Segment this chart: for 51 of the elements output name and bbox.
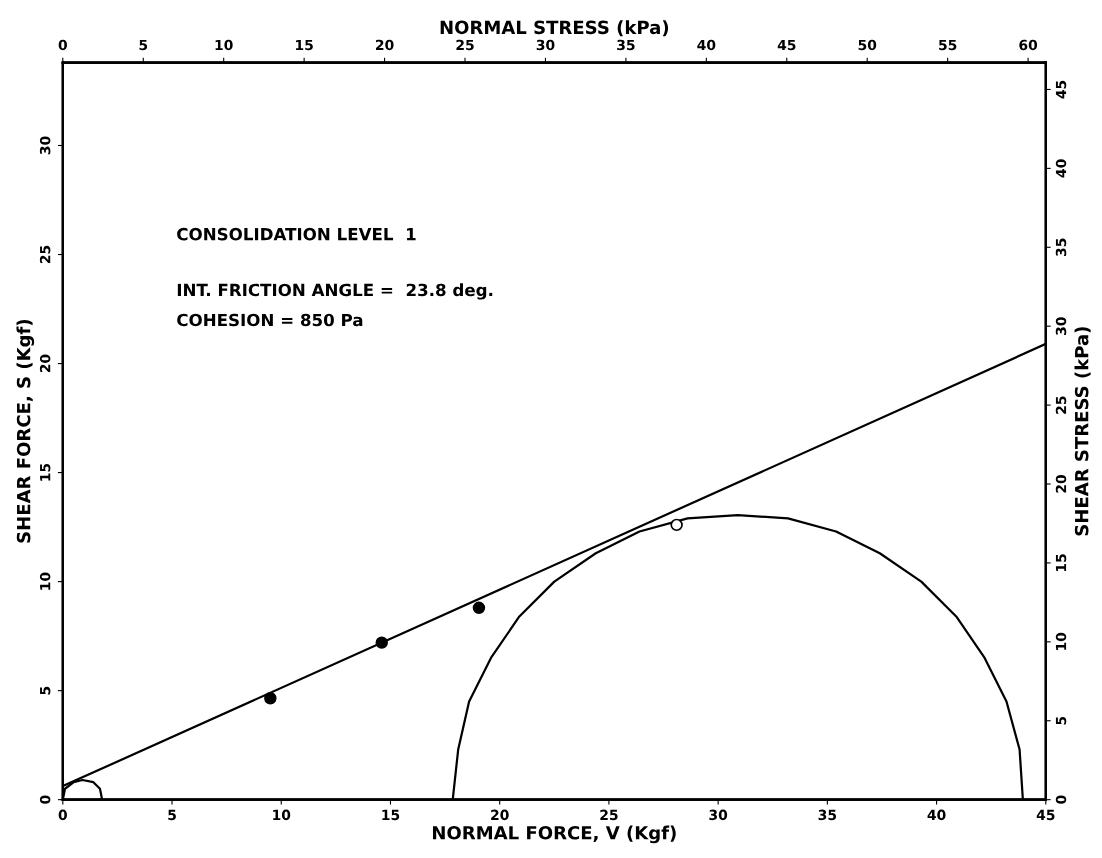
point xyxy=(375,636,388,649)
x-tick-label: 25 xyxy=(600,809,618,821)
y-tick-label: 25 xyxy=(39,245,51,264)
y2-tick-label: 45 xyxy=(1055,80,1067,99)
x2-tick-label: 60 xyxy=(1019,39,1038,51)
x2-tick-label: 25 xyxy=(456,39,474,51)
x-tick-label: 10 xyxy=(273,809,291,821)
point xyxy=(472,601,486,614)
y2-tick-label: 30 xyxy=(1055,317,1067,335)
y2-tick-label: 0 xyxy=(1055,795,1067,804)
x2-tick-label: 55 xyxy=(939,39,957,51)
x-tick-label: 35 xyxy=(818,809,837,821)
y-axis-title: SHEAR FORCE, S (Kgf) xyxy=(16,319,35,543)
y2-axis-title: SHEAR STRESS (kPa) xyxy=(1074,327,1091,536)
y2-tick-label: 25 xyxy=(1055,396,1067,414)
y2-tick-label: 20 xyxy=(1055,475,1067,493)
x-tick-label: 45 xyxy=(1036,809,1055,821)
x2-tick-label: 10 xyxy=(215,39,233,51)
annotation: INT. FRICTION ANGLE = 23.8 deg. xyxy=(177,283,493,300)
x-tick-label: 5 xyxy=(168,809,176,821)
x-tick-label: 15 xyxy=(382,809,400,821)
y-tick-label: 5 xyxy=(40,686,51,695)
x2-tick-label: 30 xyxy=(536,39,555,51)
y-tick-label: 0 xyxy=(39,795,51,804)
y-tick-label: 30 xyxy=(39,136,51,155)
y-tick-label: 15 xyxy=(40,463,51,481)
point xyxy=(670,518,683,532)
annotation: COHESION = 850 Pa xyxy=(177,313,363,327)
x-tick-label: 40 xyxy=(927,809,946,821)
x-tick-label: 0 xyxy=(58,809,67,821)
x2-tick-label: 45 xyxy=(777,39,796,51)
x2-axis-title: NORMAL STRESS (kPa) xyxy=(440,20,669,37)
x2-tick-label: 50 xyxy=(858,39,877,51)
y2-tick-label: 10 xyxy=(1055,632,1067,650)
annotation: CONSOLIDATION LEVEL 1 xyxy=(177,227,416,241)
x2-tick-label: 35 xyxy=(617,39,635,51)
x2-tick-label: 15 xyxy=(296,39,313,51)
x2-tick-label: 20 xyxy=(376,39,394,51)
x2-tick-label: 0 xyxy=(58,39,67,51)
y2-tick-label: 5 xyxy=(1055,716,1067,725)
y2-tick-label: 35 xyxy=(1055,238,1067,257)
point xyxy=(264,692,277,705)
x2-tick-label: 5 xyxy=(139,39,148,51)
y-tick-label: 20 xyxy=(39,354,51,373)
x2-tick-label: 40 xyxy=(697,39,716,51)
x-axis-title: NORMAL FORCE, V (Kgf) xyxy=(432,825,676,844)
x-tick-label: 20 xyxy=(491,809,509,821)
x-tick-label: 30 xyxy=(709,809,728,821)
y2-tick-label: 15 xyxy=(1055,554,1067,572)
y2-tick-label: 40 xyxy=(1055,159,1067,178)
y-tick-label: 10 xyxy=(39,572,51,590)
